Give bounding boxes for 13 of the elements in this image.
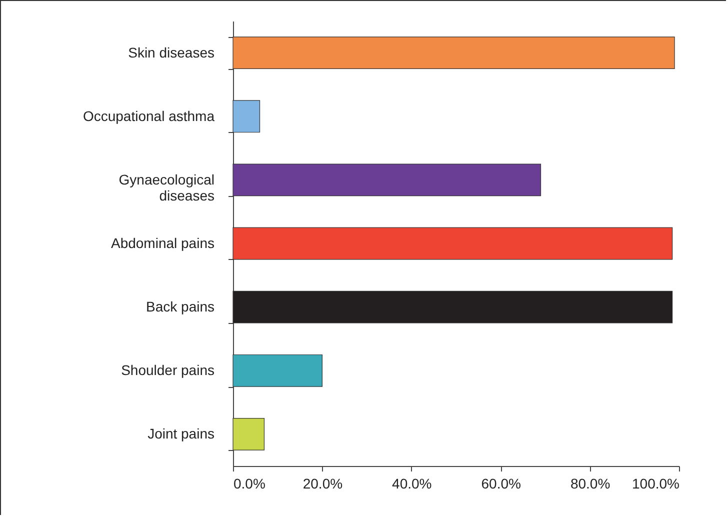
x-tick-label: 80.0% — [570, 476, 610, 492]
x-tick-label: 100.0% — [632, 476, 680, 492]
y-tick-label: Back pains — [146, 298, 214, 315]
y-tick-label: Joint pains — [148, 426, 214, 442]
y-tick-label: Skin diseases — [128, 44, 214, 60]
x-tick-label: 60.0% — [481, 476, 521, 492]
y-tick-label: Gynaecological diseases — [118, 171, 214, 204]
x-tick-label: 20.0% — [302, 476, 343, 492]
x-tick-label: 40.0% — [392, 476, 432, 492]
y-tick-label: Abdominal pains — [110, 235, 214, 251]
y-tick-label: Shoulder pains — [121, 362, 214, 378]
x-tick-label: 0.0% — [234, 476, 266, 492]
y-tick-label: Occupational asthma — [82, 108, 215, 124]
